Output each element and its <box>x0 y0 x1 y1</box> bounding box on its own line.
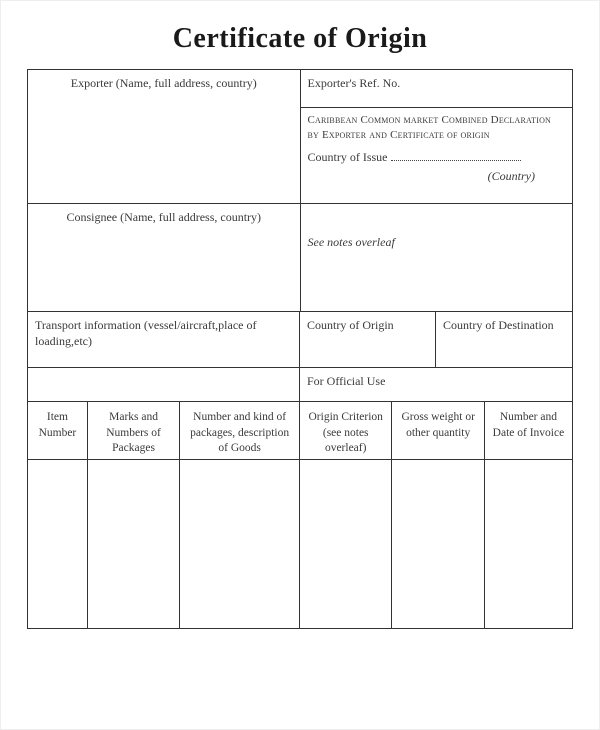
top-section: Exporter (Name, full address, country) C… <box>28 70 572 312</box>
ref-no-label: Exporter's Ref. No. <box>308 76 401 90</box>
table-cell <box>88 460 180 628</box>
country-issue-fill-line <box>391 160 521 161</box>
consignee-cell: Consignee (Name, full address, country) <box>28 204 300 312</box>
table-cell <box>485 460 572 628</box>
exporter-label: Exporter (Name, full address, country) <box>71 76 257 90</box>
official-use-label: For Official Use <box>307 374 385 388</box>
consignee-label: Consignee (Name, full address, country) <box>66 210 261 224</box>
top-left-column: Exporter (Name, full address, country) C… <box>28 70 301 312</box>
transport-label: Transport information (vessel/aircraft,p… <box>35 318 256 348</box>
country-italic-label: (Country) <box>308 168 566 184</box>
table-cell <box>300 460 392 628</box>
page-title: Certificate of Origin <box>27 23 573 55</box>
declaration-text: Caribbean Common market Combined Declara… <box>308 113 566 143</box>
col-header-item-number: Item Number <box>28 402 88 460</box>
declaration-cell: Caribbean Common market Combined Declara… <box>301 108 573 204</box>
table-cell <box>28 460 88 628</box>
official-use-row: For Official Use <box>28 368 572 402</box>
col-header-origin-criterion: Origin Criterion (see notes overleaf) <box>300 402 392 460</box>
certificate-form-page: Certificate of Origin Exporter (Name, fu… <box>0 0 600 730</box>
col-header-gross-weight: Gross weight or other quantity <box>392 402 484 460</box>
country-origin-label: Country of Origin <box>307 318 394 332</box>
see-notes-cell: See notes overleaf <box>301 204 573 312</box>
transport-cell: Transport information (vessel/aircraft,p… <box>28 312 300 368</box>
country-destination-label: Country of Destination <box>443 318 554 332</box>
columns-header-row: Item Number Marks and Numbers of Package… <box>28 402 572 460</box>
country-issue-label: Country of Issue <box>308 150 388 164</box>
top-right-column: Exporter's Ref. No. Caribbean Common mar… <box>301 70 573 312</box>
official-left-blank <box>28 368 300 402</box>
table-cell <box>392 460 484 628</box>
see-notes-text: See notes overleaf <box>308 235 395 249</box>
form-grid: Exporter (Name, full address, country) C… <box>27 69 573 629</box>
country-issue-row: Country of Issue <box>308 143 566 165</box>
ref-no-cell: Exporter's Ref. No. <box>301 70 573 108</box>
columns-body-row <box>28 460 572 628</box>
col-header-number-kind: Number and kind of packages, description… <box>180 402 300 460</box>
transport-origin-dest-row: Transport information (vessel/aircraft,p… <box>28 312 572 368</box>
official-use-cell: For Official Use <box>300 368 572 402</box>
country-destination-cell: Country of Destination <box>436 312 572 368</box>
country-origin-cell: Country of Origin <box>300 312 436 368</box>
table-cell <box>180 460 300 628</box>
col-header-marks-packages: Marks and Numbers of Packages <box>88 402 180 460</box>
col-header-number-date-invoice: Number and Date of Invoice <box>485 402 572 460</box>
exporter-cell: Exporter (Name, full address, country) <box>28 70 300 204</box>
